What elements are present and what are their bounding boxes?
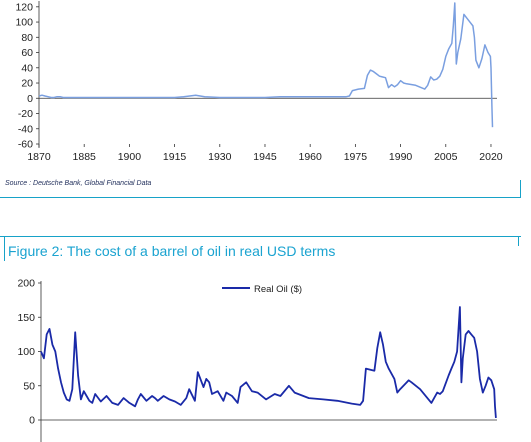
y-tick-label: -20 <box>18 108 33 120</box>
series-line <box>40 306 497 418</box>
y-tick-label: 100 <box>17 346 35 358</box>
chart-1-price-plot: -60 -40 -20 0 20 40 60 80 100 120 1870 1885 1900 1915… <box>15 1 503 163</box>
x-tick-label: 1990 <box>389 151 413 163</box>
series-line <box>38 2 494 128</box>
chart-2-legend: Real Oil ($) <box>222 284 302 295</box>
x-tick-label: 1930 <box>208 151 232 163</box>
legend-label: Real Oil ($) <box>254 284 302 295</box>
figure-2-left-rule <box>4 236 5 261</box>
y-tick-label: -40 <box>18 123 33 135</box>
y-tick-label: 20 <box>21 78 33 90</box>
x-tick-label: 1975 <box>344 151 368 163</box>
section-divider <box>0 197 521 198</box>
chart-2-real-oil-plot: 0 50 100 150 200 Real Oil ($) <box>17 278 497 442</box>
figure-2-top-rule <box>0 236 521 237</box>
y-tick-label: 0 <box>27 93 33 105</box>
x-tick-label: 1960 <box>299 151 323 163</box>
chart-2-axes <box>38 281 497 442</box>
y-tick-label: -60 <box>18 139 33 151</box>
x-tick-label: 1915 <box>163 151 187 163</box>
y-tick-label: 200 <box>17 278 35 290</box>
y-tick-label: 40 <box>21 62 33 74</box>
y-tick-label: 80 <box>21 32 33 44</box>
y-tick-label: 150 <box>17 312 35 324</box>
y-tick-label: 120 <box>15 1 33 13</box>
figure-2-title: Figure 2: The cost of a barrel of oil in… <box>8 243 336 259</box>
chart-1-tick-labels: -60 -40 -20 0 20 40 60 80 100 120 1870 1885 1900 1915… <box>15 1 502 163</box>
source-note: Source : Deutsche Bank, Global Financial… <box>5 180 152 187</box>
y-tick-label: 100 <box>15 17 33 29</box>
chart-1-series <box>38 2 494 128</box>
section-divider-edge <box>520 180 521 198</box>
figure-2-right-rule <box>518 236 519 246</box>
y-tick-label: 60 <box>21 47 33 59</box>
y-tick-label: 0 <box>29 415 35 427</box>
y-tick-label: 50 <box>23 380 35 392</box>
x-tick-label: 1870 <box>27 151 51 163</box>
chart-2-series <box>40 306 497 418</box>
x-tick-label: 1900 <box>118 151 142 163</box>
x-tick-label: 1885 <box>73 151 97 163</box>
x-tick-label: 2020 <box>479 151 503 163</box>
x-tick-label: 2005 <box>434 151 458 163</box>
x-tick-label: 1945 <box>253 151 277 163</box>
chart-1-axes <box>36 1 497 148</box>
chart-2-tick-labels: 0 50 100 150 200 <box>17 278 35 427</box>
